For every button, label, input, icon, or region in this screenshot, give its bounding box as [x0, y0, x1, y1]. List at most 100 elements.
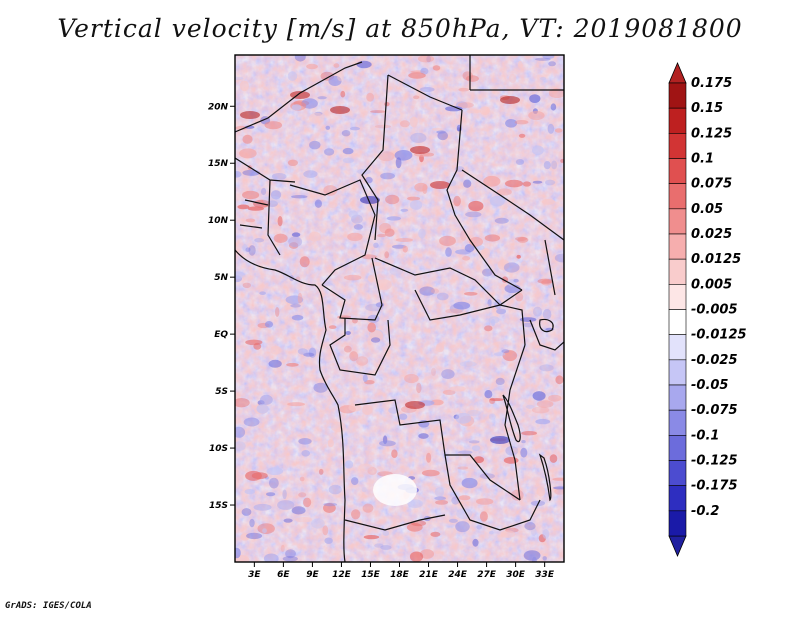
- velocity-patch: [500, 530, 516, 538]
- velocity-patch: [282, 489, 287, 500]
- drc-north: [414, 289, 526, 346]
- velocity-patch: [536, 486, 546, 497]
- velocity-patch: [253, 503, 272, 511]
- strong-velocity-patch: [410, 146, 430, 154]
- velocity-patch: [553, 486, 564, 490]
- velocity-patch: [328, 75, 342, 86]
- velocity-patch: [395, 157, 402, 169]
- velocity-patch: [472, 538, 479, 547]
- velocity-patch: [489, 397, 496, 404]
- velocity-patch: [303, 497, 312, 508]
- velocity-patch: [461, 477, 478, 489]
- map-field: [235, 55, 564, 562]
- velocity-patch: [526, 492, 531, 502]
- velocity-patch: [431, 288, 439, 294]
- velocity-patch: [345, 331, 351, 335]
- velocity-patch: [374, 543, 384, 548]
- velocity-patch: [432, 65, 441, 71]
- chad-border: [446, 109, 523, 291]
- velocity-patch: [377, 233, 386, 238]
- velocity-patch: [288, 236, 303, 247]
- colorbar-label: 0.1: [691, 152, 714, 167]
- sahara-border-1: [235, 61, 363, 133]
- velocity-patch: [513, 278, 519, 283]
- velocity-patch: [249, 518, 255, 528]
- velocity-patch: [328, 325, 337, 329]
- velocity-patch: [505, 119, 518, 128]
- velocity-patch: [484, 234, 501, 242]
- velocity-patch: [550, 103, 557, 111]
- velocity-patch: [520, 260, 528, 272]
- velocity-patch: [430, 531, 441, 537]
- velocity-patch: [465, 361, 473, 367]
- velocity-patch: [373, 242, 379, 248]
- velocity-patch: [273, 233, 288, 243]
- x-tick-label: 27E: [477, 570, 497, 580]
- velocity-patch: [370, 337, 381, 343]
- nigeria-border: [289, 179, 376, 286]
- velocity-patch: [298, 438, 312, 445]
- velocity-patch: [495, 377, 505, 385]
- velocity-patch: [391, 449, 398, 459]
- velocity-patch: [285, 295, 304, 305]
- colorbar-label: 0.075: [691, 177, 732, 192]
- velocity-patch: [303, 170, 318, 178]
- velocity-patch: [413, 95, 420, 100]
- velocity-patch: [460, 230, 467, 242]
- colorbar-swatch: [668, 107, 687, 134]
- velocity-patch: [253, 342, 262, 350]
- velocity-patch: [297, 292, 303, 304]
- velocity-patch: [270, 190, 282, 200]
- velocity-patch: [522, 181, 532, 187]
- velocity-patch: [261, 187, 267, 196]
- velocity-patch: [523, 550, 541, 561]
- x-tick-label: 30E: [506, 570, 526, 580]
- velocity-patch: [515, 236, 528, 241]
- velocity-patch: [337, 72, 345, 82]
- velocity-patch: [328, 202, 338, 209]
- x-tick-label: 18E: [390, 570, 410, 580]
- velocity-patch: [532, 180, 543, 184]
- velocity-patch: [380, 545, 392, 550]
- velocity-patch: [298, 492, 307, 498]
- velocity-patch: [548, 394, 562, 402]
- velocity-patch: [483, 175, 501, 187]
- velocity-patch: [235, 441, 246, 451]
- velocity-patch: [442, 389, 456, 395]
- colorbar-bottom-arrow: [668, 535, 687, 558]
- velocity-patch: [436, 292, 449, 301]
- velocity-patch: [458, 87, 470, 92]
- velocity-patch: [493, 352, 506, 357]
- velocity-patch: [386, 216, 402, 221]
- y-tick-label: EQ: [214, 330, 228, 340]
- x-tick-label: 12E: [332, 570, 352, 580]
- velocity-patch: [262, 528, 267, 534]
- velocity-patch: [270, 345, 282, 355]
- velocity-patch: [542, 529, 550, 539]
- y-tick-label: 15N: [208, 159, 229, 169]
- velocity-patch: [522, 322, 534, 328]
- velocity-patch: [291, 104, 302, 111]
- velocity-patch: [365, 303, 384, 312]
- velocity-patch: [367, 314, 380, 323]
- velocity-patch: [516, 254, 521, 259]
- velocity-patch: [554, 253, 564, 263]
- velocity-patch: [235, 426, 246, 438]
- velocity-patch: [342, 147, 354, 155]
- velocity-patch: [457, 102, 474, 108]
- velocity-patch: [283, 518, 293, 523]
- colorbar-label: -0.125: [691, 454, 738, 469]
- velocity-patch: [363, 535, 380, 540]
- velocity-patch: [417, 55, 435, 63]
- colorbar-swatch: [668, 133, 687, 159]
- angola-south-border: [344, 514, 446, 531]
- velocity-patch: [235, 547, 241, 559]
- velocity-patch: [286, 362, 299, 367]
- velocity-patch: [548, 61, 556, 67]
- velocity-patch: [531, 527, 537, 537]
- velocity-patch: [323, 503, 336, 513]
- colorbar-label: -0.005: [691, 303, 738, 318]
- velocity-patch: [408, 72, 426, 79]
- velocity-patch: [324, 148, 335, 156]
